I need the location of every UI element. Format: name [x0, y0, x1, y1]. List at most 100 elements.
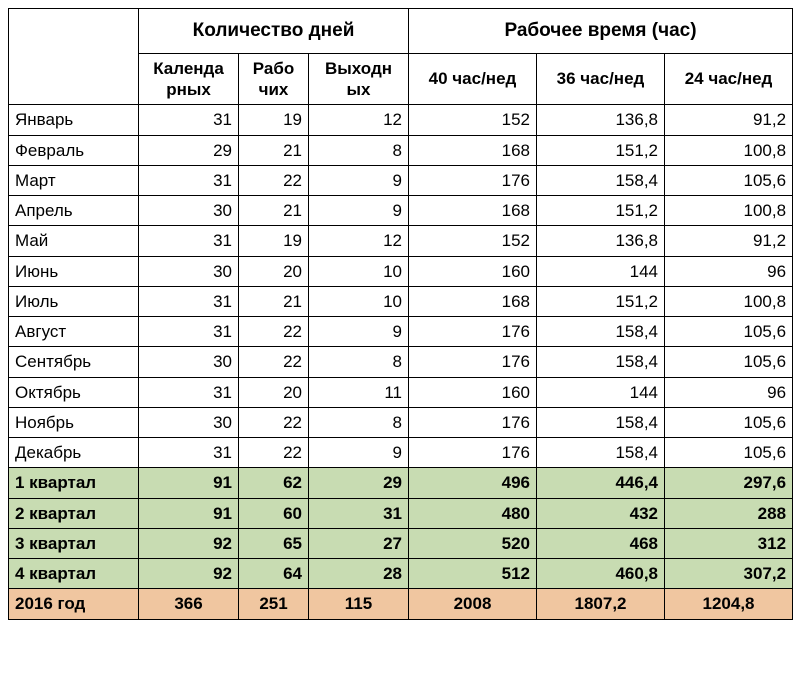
cell-work: 64 [239, 559, 309, 589]
row-label: Декабрь [9, 438, 139, 468]
cell-work: 22 [239, 438, 309, 468]
cell-cal: 31 [139, 105, 239, 135]
cell-h40: 152 [409, 226, 537, 256]
cell-h36: 1807,2 [537, 589, 665, 619]
cell-off: 10 [309, 256, 409, 286]
cell-h24: 1204,8 [665, 589, 793, 619]
cell-h36: 136,8 [537, 105, 665, 135]
header-calendar-days: Календа рных [139, 53, 239, 105]
cell-h40: 2008 [409, 589, 537, 619]
table-body: Январь311912152136,891,2Февраль292181681… [9, 105, 793, 619]
table-row: 3 квартал926527520468312 [9, 528, 793, 558]
cell-cal: 31 [139, 317, 239, 347]
row-label: 4 квартал [9, 559, 139, 589]
cell-h24: 288 [665, 498, 793, 528]
cell-h36: 446,4 [537, 468, 665, 498]
cell-cal: 31 [139, 226, 239, 256]
cell-h40: 152 [409, 105, 537, 135]
cell-h36: 151,2 [537, 196, 665, 226]
work-calendar-table: Количество дней Рабочее время (час) Кале… [8, 8, 793, 620]
cell-work: 22 [239, 317, 309, 347]
cell-h36: 151,2 [537, 135, 665, 165]
cell-cal: 31 [139, 165, 239, 195]
cell-h40: 176 [409, 165, 537, 195]
cell-cal: 366 [139, 589, 239, 619]
cell-h40: 512 [409, 559, 537, 589]
cell-h36: 151,2 [537, 286, 665, 316]
cell-cal: 29 [139, 135, 239, 165]
cell-off: 12 [309, 105, 409, 135]
cell-h24: 105,6 [665, 347, 793, 377]
cell-cal: 30 [139, 347, 239, 377]
cell-work: 65 [239, 528, 309, 558]
cell-h36: 158,4 [537, 438, 665, 468]
row-label: Июнь [9, 256, 139, 286]
cell-work: 19 [239, 105, 309, 135]
cell-h36: 158,4 [537, 407, 665, 437]
row-label: 2016 год [9, 589, 139, 619]
header-off-days: Выходн ых [309, 53, 409, 105]
cell-cal: 30 [139, 196, 239, 226]
cell-off: 28 [309, 559, 409, 589]
row-label: Июль [9, 286, 139, 316]
table-row: 1 квартал916229496446,4297,6 [9, 468, 793, 498]
row-label: Октябрь [9, 377, 139, 407]
cell-h24: 100,8 [665, 135, 793, 165]
cell-h24: 91,2 [665, 105, 793, 135]
table-row: 4 квартал926428512460,8307,2 [9, 559, 793, 589]
cell-h40: 176 [409, 317, 537, 347]
cell-h24: 100,8 [665, 196, 793, 226]
row-label: Август [9, 317, 139, 347]
cell-off: 27 [309, 528, 409, 558]
cell-h24: 100,8 [665, 286, 793, 316]
cell-work: 22 [239, 165, 309, 195]
header-hours-36: 36 час/нед [537, 53, 665, 105]
cell-cal: 91 [139, 468, 239, 498]
cell-work: 21 [239, 196, 309, 226]
cell-cal: 92 [139, 559, 239, 589]
cell-h36: 158,4 [537, 317, 665, 347]
cell-cal: 31 [139, 286, 239, 316]
row-label: 3 квартал [9, 528, 139, 558]
header-work-days: Рабо чих [239, 53, 309, 105]
table-row: Январь311912152136,891,2 [9, 105, 793, 135]
header-blank [9, 9, 139, 105]
cell-h24: 307,2 [665, 559, 793, 589]
cell-h40: 168 [409, 135, 537, 165]
row-label: Март [9, 165, 139, 195]
cell-work: 21 [239, 286, 309, 316]
table-row: Ноябрь30228176158,4105,6 [9, 407, 793, 437]
cell-work: 251 [239, 589, 309, 619]
row-label: Апрель [9, 196, 139, 226]
cell-off: 8 [309, 135, 409, 165]
cell-cal: 31 [139, 438, 239, 468]
table-row: Декабрь31229176158,4105,6 [9, 438, 793, 468]
cell-off: 9 [309, 317, 409, 347]
cell-off: 29 [309, 468, 409, 498]
header-hours-24: 24 час/нед [665, 53, 793, 105]
cell-h36: 432 [537, 498, 665, 528]
cell-h24: 91,2 [665, 226, 793, 256]
row-label: 1 квартал [9, 468, 139, 498]
cell-cal: 30 [139, 407, 239, 437]
cell-off: 8 [309, 407, 409, 437]
cell-h40: 176 [409, 438, 537, 468]
cell-h40: 168 [409, 286, 537, 316]
cell-h24: 105,6 [665, 165, 793, 195]
table-row: Февраль29218168151,2100,8 [9, 135, 793, 165]
cell-off: 9 [309, 438, 409, 468]
cell-h40: 168 [409, 196, 537, 226]
cell-h40: 176 [409, 407, 537, 437]
row-label: Сентябрь [9, 347, 139, 377]
cell-work: 19 [239, 226, 309, 256]
cell-h24: 312 [665, 528, 793, 558]
row-label: Май [9, 226, 139, 256]
cell-h36: 158,4 [537, 165, 665, 195]
cell-h36: 144 [537, 256, 665, 286]
table-row: Июнь30201016014496 [9, 256, 793, 286]
table-row: Март31229176158,4105,6 [9, 165, 793, 195]
cell-off: 8 [309, 347, 409, 377]
row-label: Ноябрь [9, 407, 139, 437]
cell-off: 11 [309, 377, 409, 407]
table-row: Июль312110168151,2100,8 [9, 286, 793, 316]
